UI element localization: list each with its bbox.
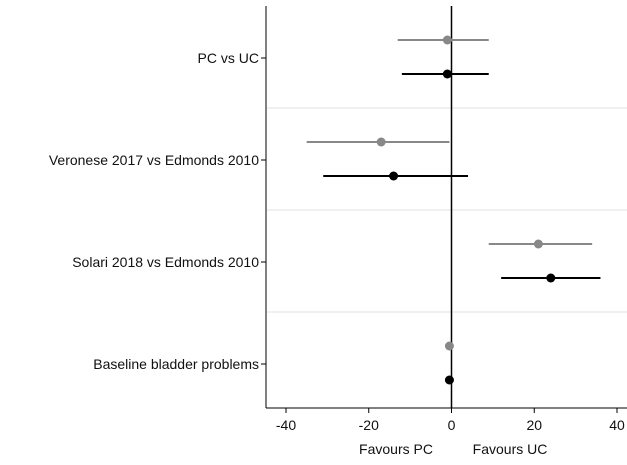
group-separators (267, 107, 627, 313)
x-tick-label: 40 (609, 417, 625, 433)
group-label: Solari 2018 vs Edmonds 2010 (72, 254, 259, 270)
favours-uc-label: Favours UC (473, 441, 548, 457)
favours-pc-label: Favours PC (359, 441, 433, 457)
axes (261, 6, 627, 409)
group-label: PC vs UC (198, 50, 259, 66)
point-estimate (444, 375, 454, 385)
point-estimate (389, 171, 399, 181)
point-estimate (546, 273, 556, 283)
point-estimate (442, 35, 452, 45)
estimate-marks (306, 35, 601, 385)
x-tick-label: 20 (526, 417, 542, 433)
group-labels: PC vs UC Veronese 2017 vs Edmonds 2010 Sol… (49, 50, 259, 372)
point-estimate (444, 341, 454, 351)
x-tick-label: -40 (276, 417, 296, 433)
group-label: Baseline bladder problems (93, 356, 259, 372)
point-estimate (442, 69, 452, 79)
group-label: Veronese 2017 vs Edmonds 2010 (49, 152, 259, 168)
x-tick-label: -20 (359, 417, 379, 433)
x-tick-label: 0 (448, 417, 456, 433)
x-ticks: -40 -20 0 20 40 (276, 408, 625, 433)
point-estimate (533, 239, 543, 249)
point-estimate (376, 137, 386, 147)
